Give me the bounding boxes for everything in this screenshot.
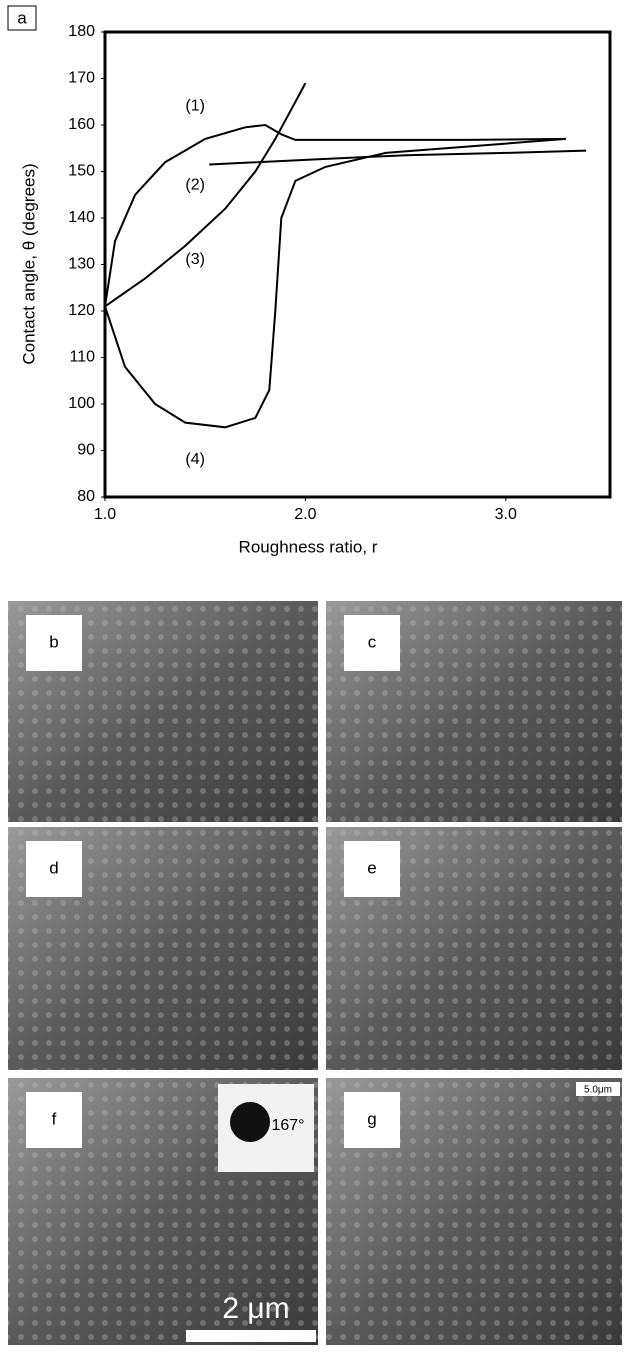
y-tick-label: 130 <box>68 256 95 273</box>
panel-label: e <box>367 858 376 877</box>
curve <box>105 139 566 427</box>
panel-label: b <box>49 632 58 651</box>
curve-label: (2) <box>185 177 205 194</box>
y-tick-label: 160 <box>68 116 95 133</box>
contact-angle: 167° <box>271 1117 304 1134</box>
panel-label: c <box>368 632 377 651</box>
x-tick-label: 2.0 <box>294 506 316 523</box>
scale-text: 5.0μm <box>584 1085 612 1096</box>
y-tick-label: 80 <box>77 488 95 505</box>
page: {"chart_data": {"type": "line", "panel_l… <box>0 0 630 1357</box>
curve-label: (1) <box>185 98 205 115</box>
y-tick-label: 180 <box>68 23 95 40</box>
panel-label: g <box>367 1109 376 1128</box>
panel-label: a <box>17 8 27 27</box>
x-tick-label: 3.0 <box>495 506 517 523</box>
figure: a Roughness ratio, r Contact angle, θ (d… <box>0 0 630 1352</box>
y-tick-label: 110 <box>69 349 95 366</box>
y-tick-label: 120 <box>68 302 95 319</box>
y-tick-label: 140 <box>68 209 95 226</box>
scale-bar <box>186 1330 316 1342</box>
y-tick-label: 100 <box>68 395 95 412</box>
y-tick-label: 150 <box>68 163 95 180</box>
panel-label: f <box>52 1109 57 1128</box>
droplet <box>230 1102 270 1142</box>
x-axis-title: Roughness ratio, r <box>239 537 378 556</box>
x-tick-label: 1.0 <box>94 506 116 523</box>
curve-label: (3) <box>185 251 205 268</box>
panel-label: d <box>49 858 58 877</box>
scale-text: 2 μm <box>222 1292 289 1325</box>
y-tick-label: 90 <box>77 442 95 459</box>
plot-frame <box>105 32 610 497</box>
y-tick-label: 170 <box>68 70 95 87</box>
y-axis-title: Contact angle, θ (degrees) <box>19 163 38 364</box>
curve-label: (4) <box>185 451 205 468</box>
